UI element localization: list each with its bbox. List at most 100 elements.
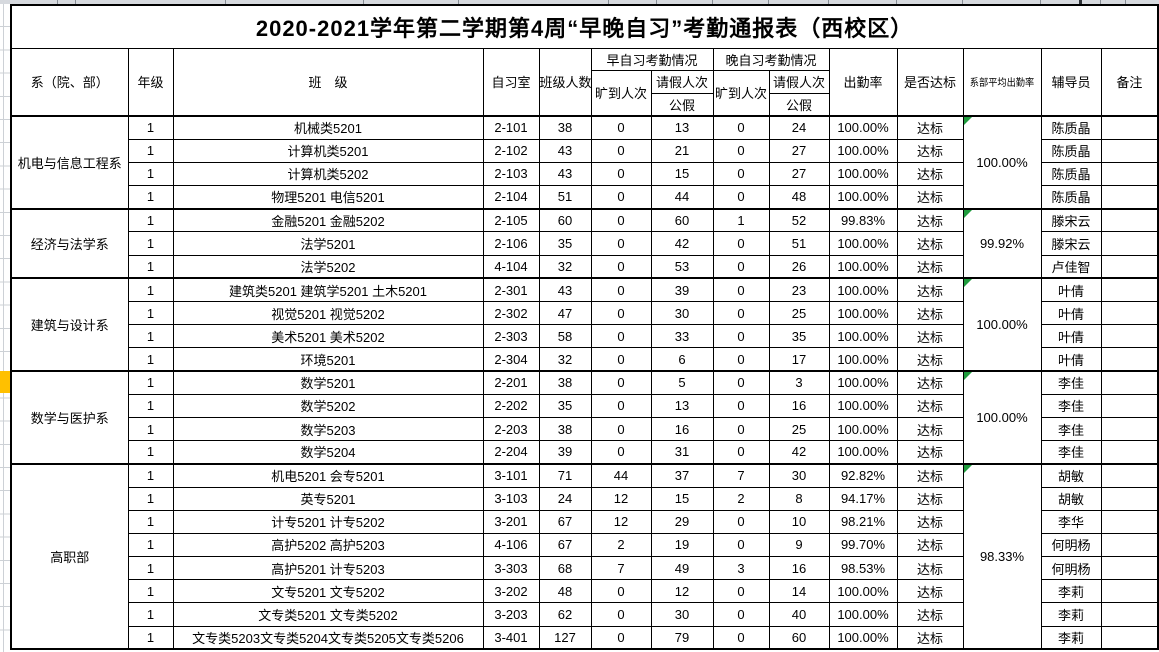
grade-cell[interactable]: 1 (127, 161, 174, 187)
class-cell[interactable]: 金融5201 金融5202 (172, 208, 484, 233)
room-cell[interactable]: 2-103 (482, 161, 540, 187)
m-absent-cell[interactable]: 0 (590, 115, 652, 140)
class-cell[interactable]: 计专5201 计专5202 (172, 509, 484, 534)
grade-cell[interactable]: 1 (127, 625, 174, 650)
grade-cell[interactable]: 1 (127, 393, 174, 418)
counselor-cell[interactable]: 李佳 (1040, 416, 1102, 442)
remark-cell[interactable] (1100, 370, 1159, 395)
e-absent-cell[interactable]: 0 (712, 254, 770, 279)
grade-cell[interactable]: 1 (127, 416, 174, 442)
rate-cell[interactable]: 100.00% (828, 347, 898, 372)
dept-avg-cell[interactable]: 100.00% (962, 370, 1042, 465)
e-absent-cell[interactable]: 0 (712, 509, 770, 534)
e-leave-cell[interactable]: 25 (768, 416, 830, 442)
m-absent-cell[interactable]: 0 (590, 602, 652, 627)
size-cell[interactable]: 68 (538, 556, 592, 581)
remark-cell[interactable] (1100, 208, 1159, 233)
e-absent-cell[interactable]: 0 (712, 625, 770, 650)
room-cell[interactable]: 3-103 (482, 486, 540, 511)
class-cell[interactable]: 法学5202 (172, 254, 484, 279)
room-cell[interactable]: 2-104 (482, 185, 540, 210)
counselor-cell[interactable]: 何明杨 (1040, 556, 1102, 581)
room-cell[interactable]: 2-101 (482, 115, 540, 140)
e-absent-cell[interactable]: 0 (712, 300, 770, 326)
counselor-cell[interactable]: 胡敏 (1040, 486, 1102, 511)
e-leave-cell[interactable]: 52 (768, 208, 830, 233)
class-cell[interactable]: 数学5201 (172, 370, 484, 395)
rate-cell[interactable]: 100.00% (828, 416, 898, 442)
rate-cell[interactable]: 94.17% (828, 486, 898, 511)
department-cell[interactable]: 数学与医护系 (10, 370, 129, 465)
e-absent-cell[interactable]: 0 (712, 579, 770, 604)
grade-cell[interactable]: 1 (127, 347, 174, 372)
e-leave-cell[interactable]: 9 (768, 532, 830, 558)
remark-cell[interactable] (1100, 579, 1159, 604)
header-counselor[interactable]: 辅导员 (1040, 47, 1102, 117)
counselor-cell[interactable]: 李莉 (1040, 579, 1102, 604)
class-cell[interactable]: 数学5202 (172, 393, 484, 418)
class-cell[interactable]: 高护5201 计专5203 (172, 556, 484, 581)
m-absent-cell[interactable]: 0 (590, 254, 652, 279)
rate-cell[interactable]: 99.70% (828, 532, 898, 558)
m-absent-cell[interactable]: 0 (590, 324, 652, 349)
standard-cell[interactable]: 达标 (896, 393, 964, 418)
department-cell[interactable]: 建筑与设计系 (10, 277, 129, 372)
class-cell[interactable]: 建筑类5201 建筑学5201 土木5201 (172, 277, 484, 303)
m-absent-cell[interactable]: 0 (590, 208, 652, 233)
department-cell[interactable]: 经济与法学系 (10, 208, 129, 279)
m-absent-cell[interactable]: 12 (590, 509, 652, 534)
e-absent-cell[interactable]: 0 (712, 324, 770, 349)
e-leave-cell[interactable]: 23 (768, 277, 830, 303)
size-cell[interactable]: 32 (538, 347, 592, 372)
standard-cell[interactable]: 达标 (896, 440, 964, 465)
size-cell[interactable]: 48 (538, 579, 592, 604)
e-absent-cell[interactable]: 0 (712, 370, 770, 395)
room-cell[interactable]: 3-202 (482, 579, 540, 604)
room-cell[interactable]: 3-401 (482, 625, 540, 650)
m-leave-cell[interactable]: 30 (650, 602, 714, 627)
standard-cell[interactable]: 达标 (896, 300, 964, 326)
e-absent-cell[interactable]: 1 (712, 208, 770, 233)
rate-cell[interactable]: 100.00% (828, 300, 898, 326)
size-cell[interactable]: 38 (538, 370, 592, 395)
size-cell[interactable]: 35 (538, 393, 592, 418)
m-absent-cell[interactable]: 0 (590, 416, 652, 442)
grade-cell[interactable]: 1 (127, 532, 174, 558)
standard-cell[interactable]: 达标 (896, 556, 964, 581)
standard-cell[interactable]: 达标 (896, 254, 964, 279)
counselor-cell[interactable]: 李佳 (1040, 370, 1102, 395)
grade-cell[interactable]: 1 (127, 440, 174, 465)
remark-cell[interactable] (1100, 463, 1159, 488)
e-absent-cell[interactable]: 0 (712, 440, 770, 465)
counselor-cell[interactable]: 叶倩 (1040, 324, 1102, 349)
rate-cell[interactable]: 100.00% (828, 185, 898, 210)
m-leave-cell[interactable]: 37 (650, 463, 714, 488)
size-cell[interactable]: 62 (538, 602, 592, 627)
class-cell[interactable]: 高护5202 高护5203 (172, 532, 484, 558)
standard-cell[interactable]: 达标 (896, 625, 964, 650)
dept-avg-cell[interactable]: 100.00% (962, 277, 1042, 372)
e-absent-cell[interactable]: 2 (712, 486, 770, 511)
header-evening-leave[interactable]: 请假人次 (768, 69, 830, 94)
rate-cell[interactable]: 100.00% (828, 370, 898, 395)
e-leave-cell[interactable]: 27 (768, 161, 830, 187)
counselor-cell[interactable]: 滕宋云 (1040, 208, 1102, 233)
m-absent-cell[interactable]: 0 (590, 300, 652, 326)
m-leave-cell[interactable]: 6 (650, 347, 714, 372)
grade-cell[interactable]: 1 (127, 602, 174, 627)
m-leave-cell[interactable]: 5 (650, 370, 714, 395)
class-cell[interactable]: 文专类5203文专类5204文专类5205文专类5206 (172, 625, 484, 650)
size-cell[interactable]: 24 (538, 486, 592, 511)
e-absent-cell[interactable]: 0 (712, 115, 770, 140)
grade-cell[interactable]: 1 (127, 185, 174, 210)
size-cell[interactable]: 71 (538, 463, 592, 488)
standard-cell[interactable]: 达标 (896, 324, 964, 349)
standard-cell[interactable]: 达标 (896, 277, 964, 303)
counselor-cell[interactable]: 李莉 (1040, 602, 1102, 627)
m-leave-cell[interactable]: 53 (650, 254, 714, 279)
department-cell[interactable]: 高职部 (10, 463, 129, 650)
e-absent-cell[interactable]: 3 (712, 556, 770, 581)
standard-cell[interactable]: 达标 (896, 208, 964, 233)
class-cell[interactable]: 机械类5201 (172, 115, 484, 140)
size-cell[interactable]: 43 (538, 161, 592, 187)
